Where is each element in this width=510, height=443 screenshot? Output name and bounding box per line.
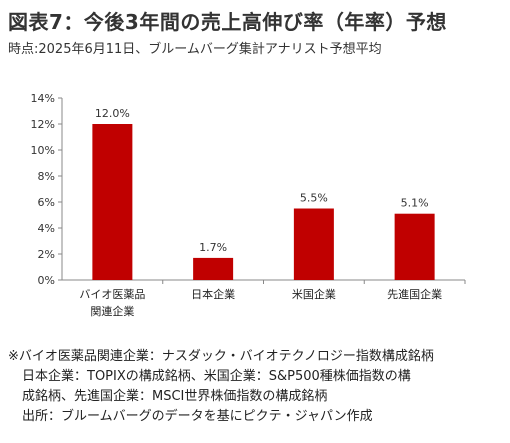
y-tick-label: 12% — [31, 118, 55, 131]
x-tick-label: 日本企業 — [191, 287, 235, 301]
y-tick-label: 14% — [31, 92, 55, 105]
chart-title: 図表7：今後3年間の売上高伸び率（年率）予想 — [8, 10, 447, 34]
y-tick-label: 6% — [38, 196, 55, 209]
bar — [293, 208, 334, 280]
footnote-line-2: 日本企業：TOPIXの構成銘柄、米国企業：S&P500種株価指数の構 — [22, 369, 411, 384]
chart-subtitle: 時点:2025年6月11日、ブルームバーグ集計アナリスト予想平均 — [8, 42, 382, 57]
data-label: 5.1% — [401, 197, 429, 210]
y-tick-label: 0% — [38, 274, 55, 287]
data-label: 12.0% — [95, 107, 130, 120]
x-tick-label: 先進国企業 — [387, 287, 442, 301]
bar — [394, 213, 435, 280]
bar — [193, 257, 234, 280]
x-tick-label: バイオ医薬品 — [79, 288, 145, 301]
y-tick-label: 10% — [31, 144, 55, 157]
y-tick-label: 8% — [38, 170, 55, 183]
data-label: 5.5% — [300, 192, 328, 205]
x-tick-label: 米国企業 — [292, 287, 336, 301]
footnote-line-3: 成銘柄、先進国企業：MSCI世界株価指数の構成銘柄 — [22, 389, 328, 404]
data-label: 1.7% — [199, 241, 227, 254]
footnote-line-1: ※バイオ医薬品関連企業：ナスダック・バイオテクノロジー指数構成銘柄 — [8, 349, 434, 364]
bar — [92, 124, 133, 280]
y-tick-label: 4% — [38, 222, 55, 235]
y-tick-label: 2% — [38, 248, 55, 261]
x-tick-label: 関連企業 — [90, 304, 134, 318]
footnote-line-4: 出所：ブルームバーグのデータを基にピクテ・ジャパン作成 — [22, 409, 373, 424]
